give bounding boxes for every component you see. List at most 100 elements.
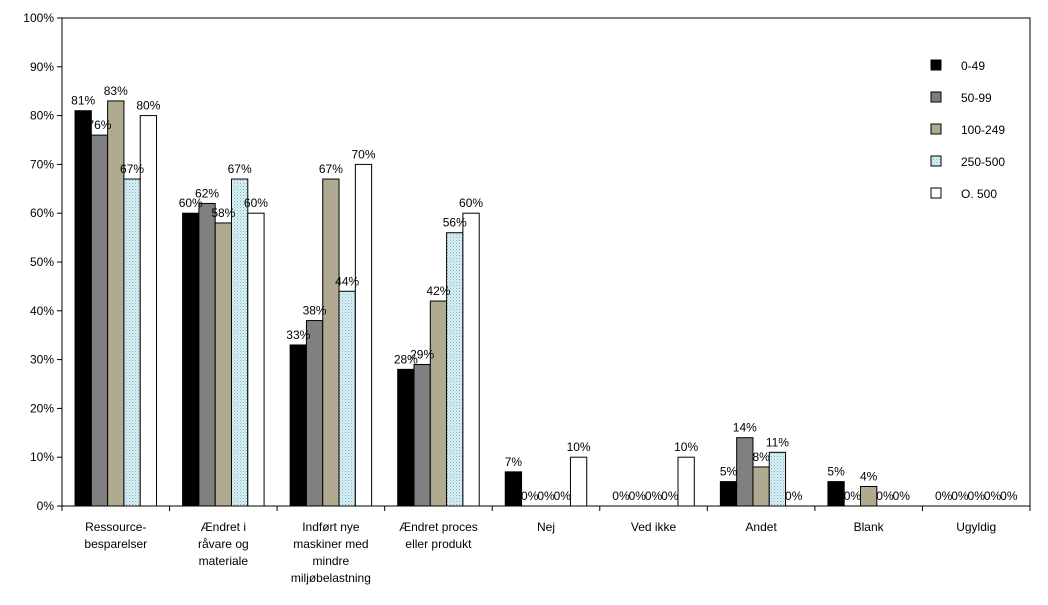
- data-label: 76%: [87, 118, 111, 132]
- category-label: mindre: [313, 554, 350, 568]
- category-label: Ugyldig: [956, 520, 996, 534]
- bar: [462, 212, 480, 507]
- legend-swatch: [930, 59, 942, 71]
- legend-swatch: [930, 91, 942, 103]
- data-label: 14%: [733, 421, 757, 435]
- data-label: 33%: [286, 328, 310, 342]
- data-label: 0%: [629, 489, 647, 503]
- data-label: 0%: [893, 489, 911, 503]
- bar: [827, 481, 845, 507]
- y-tick-label: 30%: [30, 353, 54, 367]
- bar: [230, 178, 249, 507]
- legend-label: 50-99: [961, 91, 992, 105]
- category-label: materiale: [199, 554, 249, 568]
- bar: [504, 471, 523, 507]
- category-label: Andet: [745, 520, 777, 534]
- bar: [569, 456, 588, 507]
- data-label: 0%: [984, 489, 1002, 503]
- category-label: Ændret proces: [399, 520, 478, 534]
- data-label: 67%: [319, 162, 343, 176]
- data-label: 0%: [968, 489, 986, 503]
- y-tick-label: 40%: [30, 304, 54, 318]
- bar: [677, 456, 695, 507]
- data-label: 28%: [394, 352, 418, 366]
- bar: [289, 344, 307, 507]
- legend-swatch: [930, 187, 942, 199]
- category-label: besparelser: [84, 537, 147, 551]
- category-label: Nej: [537, 520, 555, 534]
- data-label: 60%: [244, 196, 268, 210]
- data-label: 11%: [766, 435, 789, 449]
- data-label: 67%: [228, 162, 252, 176]
- bar: [413, 363, 431, 507]
- data-label: 0%: [554, 489, 572, 503]
- y-tick-label: 50%: [30, 255, 54, 269]
- data-label: 0%: [951, 489, 969, 503]
- category-label: Ressource-: [85, 520, 146, 534]
- bar: [397, 368, 415, 507]
- data-label: 42%: [426, 284, 450, 298]
- data-label: 4%: [860, 469, 878, 483]
- bar: [198, 202, 216, 507]
- data-label: 38%: [303, 304, 327, 318]
- data-label: 60%: [459, 196, 483, 210]
- data-label: 0%: [1000, 489, 1018, 503]
- bar: [305, 320, 324, 507]
- data-label: 8%: [752, 450, 770, 464]
- bar: [247, 212, 265, 507]
- data-label: 5%: [827, 465, 845, 479]
- bar: [74, 110, 92, 507]
- data-label: 29%: [410, 347, 434, 361]
- data-label: 70%: [351, 147, 375, 161]
- bar: [719, 481, 738, 507]
- bar: [752, 466, 770, 507]
- bar: [736, 437, 754, 507]
- data-label: 60%: [179, 196, 203, 210]
- legend-label: 250-500: [961, 155, 1005, 169]
- data-label: 44%: [335, 274, 359, 288]
- bar: [214, 222, 232, 507]
- bar: [123, 178, 141, 507]
- bar: [860, 485, 878, 507]
- bar: [182, 212, 200, 507]
- category-label: miljøbelastning: [291, 571, 371, 585]
- data-label: 0%: [876, 489, 894, 503]
- data-label: 0%: [645, 489, 663, 503]
- y-tick-label: 0%: [37, 499, 55, 513]
- category-label: eller produkt: [405, 537, 472, 551]
- data-label: 56%: [443, 216, 467, 230]
- legend-swatch: [930, 123, 942, 135]
- data-label: 10%: [674, 440, 698, 454]
- category-label: maskiner med: [293, 537, 368, 551]
- data-label: 5%: [720, 465, 738, 479]
- category-label: Indført nye: [302, 520, 360, 534]
- data-label: 81%: [71, 94, 95, 108]
- data-label: 0%: [661, 489, 679, 503]
- data-label: 0%: [844, 489, 862, 503]
- data-label: 0%: [612, 489, 630, 503]
- category-label: råvare og: [198, 537, 249, 551]
- category-labels: Ressource-besparelser Ændret i råvare og ma…: [84, 520, 996, 585]
- data-label: 0%: [785, 489, 803, 503]
- y-tick-label: 70%: [30, 157, 54, 171]
- legend: 0-49 50-99 100-249 250-500 O. 500: [930, 59, 1005, 201]
- y-tick-label: 10%: [30, 450, 54, 464]
- data-labels: 81%76%83%67%80%60%62%58%67%60%33%38%67%4…: [71, 84, 1018, 503]
- legend-swatch: [930, 155, 942, 167]
- legend-label: 0-49: [961, 59, 985, 73]
- bar: [338, 290, 356, 507]
- bars: [74, 100, 878, 507]
- bar: [768, 451, 787, 507]
- bar: [322, 178, 340, 507]
- bar: [90, 134, 109, 507]
- data-label: 7%: [505, 455, 523, 469]
- axes: 0% 10% 20% 30% 40% 50% 60% 70% 80% 90% 100%: [23, 11, 1031, 513]
- bar: [354, 163, 373, 507]
- data-label: 83%: [104, 84, 128, 98]
- data-label: 0%: [935, 489, 953, 503]
- y-tick-label: 80%: [30, 109, 54, 123]
- y-tick-label: 60%: [30, 206, 54, 220]
- y-tick-label: 90%: [30, 60, 54, 74]
